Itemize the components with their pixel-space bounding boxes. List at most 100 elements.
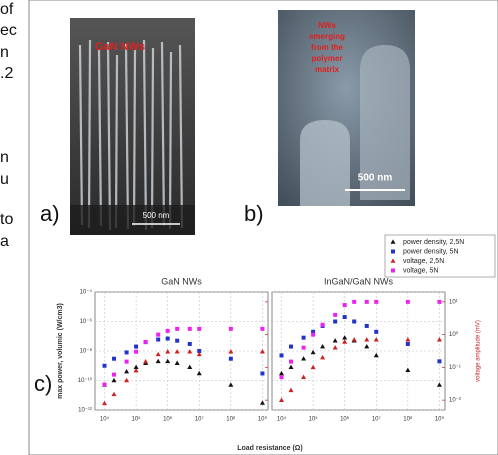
data-point	[301, 335, 306, 340]
y2-tick-label: 10¹	[449, 299, 458, 305]
data-point	[102, 382, 107, 387]
legend-label: voltage, 5N	[403, 267, 438, 274]
panel-label: c)	[34, 371, 52, 396]
data-point	[134, 349, 139, 354]
data-point	[436, 382, 442, 387]
data-point	[156, 332, 161, 337]
y-tick-label: 10⁻⁸	[80, 348, 93, 355]
data-point	[124, 369, 130, 374]
text-fragment: a	[0, 233, 9, 250]
data-point	[333, 319, 338, 324]
data-point	[134, 344, 139, 349]
data-point	[311, 332, 316, 337]
data-point	[165, 328, 170, 333]
chart-title: GaN NWs	[161, 276, 202, 286]
data-point	[333, 312, 338, 317]
data-point	[405, 299, 410, 304]
caption-line: polymer	[311, 54, 342, 63]
x-tick-label: 10⁷	[195, 416, 204, 423]
data-point	[260, 326, 265, 331]
x-tick-label: 10⁸	[226, 416, 236, 423]
legend-label: power density, 2,5N	[403, 239, 464, 246]
x-axis-label: Load resistance (Ω)	[237, 445, 303, 452]
text-fragment: u	[0, 171, 9, 188]
data-point	[133, 367, 139, 373]
caption-line: from the	[311, 43, 344, 52]
x-tick-label: 10⁵	[309, 416, 319, 423]
data-point	[301, 374, 307, 380]
legend-marker	[390, 239, 396, 244]
data-point	[351, 337, 357, 342]
data-point	[228, 382, 234, 387]
data-point	[332, 338, 338, 343]
data-point	[301, 356, 307, 361]
data-point	[364, 323, 369, 328]
legend-marker	[391, 268, 395, 273]
data-point	[310, 349, 316, 355]
nanowire-b	[360, 45, 410, 200]
y-tick-label: 10⁻⁶	[80, 318, 93, 325]
data-point	[165, 349, 171, 354]
x-tick-label: 10⁴	[277, 416, 287, 423]
text-fragment: of	[0, 1, 14, 18]
legend-marker	[391, 249, 395, 254]
data-point	[373, 352, 379, 358]
chart: GaN NWs 10⁴ 10⁵ 10⁶ 10⁷ 10⁸ 10⁹ 10⁻¹² 10⁻¹⁰ 10⁻⁸ 1…	[57, 234, 496, 452]
data-point	[342, 303, 347, 308]
x-tick-label: 10⁵	[132, 416, 142, 423]
sem-b-caption: NWs emerging from the polymer matrix	[309, 21, 345, 74]
legend-box	[384, 234, 496, 278]
data-point	[111, 377, 117, 383]
data-point	[187, 364, 193, 369]
data-point	[342, 315, 347, 320]
data-point	[373, 337, 379, 342]
data-point	[112, 356, 117, 361]
data-point	[405, 367, 411, 372]
data-point	[288, 387, 294, 393]
data-point	[143, 359, 149, 364]
data-point	[112, 372, 117, 377]
data-point	[320, 354, 326, 360]
y-axis-label: max power, volumic (W/cm3)	[57, 303, 64, 399]
text-fragment: n	[0, 44, 9, 61]
data-point	[260, 371, 265, 376]
data-point	[364, 343, 370, 349]
data-point	[197, 326, 202, 331]
data-point	[111, 391, 117, 397]
data-point	[102, 363, 107, 368]
data-point	[175, 338, 180, 343]
data-point	[374, 299, 379, 304]
data-point	[228, 349, 234, 354]
data-point	[174, 349, 180, 354]
data-point	[196, 351, 202, 357]
y-tick-label: 10⁻¹⁰	[78, 377, 93, 384]
data-point	[155, 351, 161, 357]
x-tick-label: 10⁴	[100, 416, 110, 423]
data-point	[279, 353, 284, 358]
data-point	[124, 350, 129, 355]
data-point	[165, 336, 170, 341]
y-tick-label: 10⁻⁴	[80, 289, 93, 296]
text-fragment: ec	[0, 22, 17, 39]
data-point	[196, 370, 202, 376]
data-point	[197, 349, 202, 353]
panel-label: a)	[40, 201, 60, 226]
data-point	[228, 356, 233, 361]
data-point	[187, 349, 193, 354]
text-fragment: to	[0, 211, 13, 228]
y2-tick-label: 10⁰	[449, 331, 459, 338]
data-point	[228, 326, 233, 331]
data-point	[342, 339, 348, 344]
data-point	[143, 339, 148, 344]
data-point	[102, 400, 108, 406]
data-point	[405, 337, 411, 342]
data-point	[332, 345, 338, 350]
data-point	[405, 341, 410, 346]
data-point	[187, 341, 192, 346]
data-point	[133, 364, 139, 369]
data-point	[342, 335, 348, 340]
data-point	[301, 345, 306, 350]
sem-a-title: GaN NWs	[95, 41, 145, 53]
legend-label: power density, 5N	[403, 248, 459, 255]
